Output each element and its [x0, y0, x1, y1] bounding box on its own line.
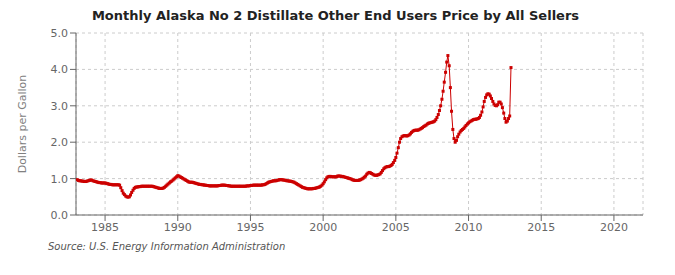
svg-text:2000: 2000	[309, 221, 337, 234]
svg-text:1995: 1995	[236, 221, 264, 234]
svg-text:2010: 2010	[455, 221, 483, 234]
svg-text:3.0: 3.0	[51, 100, 69, 113]
svg-text:1985: 1985	[91, 221, 119, 234]
svg-text:5.0: 5.0	[51, 27, 69, 40]
html-text:Monthly Alaska No 2 Distillate: Monthly Alaska No 2 Distillate Other End…	[91, 8, 580, 23]
svg-text:2005: 2005	[382, 221, 410, 234]
svg-text:4.0: 4.0	[51, 63, 69, 76]
svg-text:2.0: 2.0	[51, 136, 69, 149]
svg-text:0.0: 0.0	[51, 209, 69, 222]
svg-text:2015: 2015	[527, 221, 555, 234]
svg-text:2020: 2020	[600, 221, 628, 234]
svg-text:Dollars per Gallon: Dollars per Gallon	[16, 75, 29, 174]
html-text:Source: U.S. Energy Informatio: Source: U.S. Energy Information Administ…	[48, 241, 286, 252]
svg-text:1.0: 1.0	[51, 173, 69, 186]
svg-text:1990: 1990	[164, 221, 192, 234]
